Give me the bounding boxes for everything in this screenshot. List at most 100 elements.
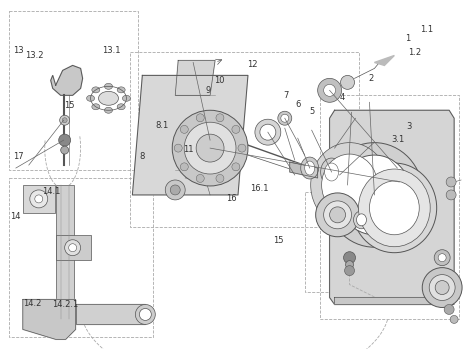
Circle shape <box>232 125 240 133</box>
Circle shape <box>165 180 185 200</box>
Circle shape <box>196 114 204 122</box>
Text: 6: 6 <box>296 100 301 109</box>
Text: 12: 12 <box>247 60 257 69</box>
Circle shape <box>438 254 446 262</box>
Ellipse shape <box>311 143 388 227</box>
Circle shape <box>35 195 43 203</box>
Text: 7: 7 <box>283 91 288 100</box>
Bar <box>23 185 55 213</box>
Text: 16: 16 <box>226 194 237 203</box>
Circle shape <box>174 144 182 152</box>
Ellipse shape <box>92 104 100 110</box>
Ellipse shape <box>117 87 125 93</box>
Text: 8.1: 8.1 <box>155 121 169 130</box>
Circle shape <box>61 146 69 154</box>
Ellipse shape <box>86 95 94 101</box>
Circle shape <box>172 110 248 186</box>
Text: 13.1: 13.1 <box>102 46 120 55</box>
Text: 4: 4 <box>340 93 345 102</box>
Text: 5: 5 <box>310 107 315 116</box>
Text: 9: 9 <box>206 86 211 95</box>
Circle shape <box>324 201 352 229</box>
Ellipse shape <box>105 107 113 113</box>
Bar <box>305 192 399 292</box>
Ellipse shape <box>92 87 100 93</box>
Ellipse shape <box>322 154 378 216</box>
Circle shape <box>446 177 456 187</box>
Circle shape <box>60 115 70 125</box>
Ellipse shape <box>305 161 315 175</box>
Ellipse shape <box>122 95 130 101</box>
Circle shape <box>330 207 345 223</box>
Circle shape <box>30 190 48 208</box>
Text: 1.2: 1.2 <box>408 48 421 57</box>
Text: 1.1: 1.1 <box>420 25 433 34</box>
Text: 10: 10 <box>214 76 225 85</box>
Polygon shape <box>23 300 76 339</box>
Polygon shape <box>290 162 318 178</box>
Ellipse shape <box>357 214 366 226</box>
Text: 14.2.1: 14.2.1 <box>52 300 78 309</box>
Ellipse shape <box>105 83 113 89</box>
Polygon shape <box>330 110 454 304</box>
Ellipse shape <box>281 114 289 122</box>
Circle shape <box>434 250 450 266</box>
Ellipse shape <box>135 304 155 324</box>
Text: 14.1: 14.1 <box>42 187 60 196</box>
Circle shape <box>216 174 224 182</box>
Circle shape <box>65 240 80 256</box>
Polygon shape <box>175 61 215 95</box>
Circle shape <box>238 144 246 152</box>
Text: 16.1: 16.1 <box>250 184 269 193</box>
Bar <box>130 52 359 227</box>
Bar <box>56 185 73 320</box>
Circle shape <box>232 163 240 171</box>
Circle shape <box>450 315 458 323</box>
Text: 13.2: 13.2 <box>25 51 44 60</box>
Circle shape <box>216 114 224 122</box>
Bar <box>56 235 91 260</box>
Ellipse shape <box>99 91 119 105</box>
Text: 15: 15 <box>64 102 75 111</box>
Circle shape <box>69 244 77 252</box>
Ellipse shape <box>370 181 419 235</box>
Circle shape <box>196 174 204 182</box>
Circle shape <box>444 304 454 314</box>
Text: 15: 15 <box>272 236 283 245</box>
Text: 1: 1 <box>405 34 410 43</box>
Ellipse shape <box>301 157 319 179</box>
Ellipse shape <box>359 169 430 247</box>
Circle shape <box>345 266 354 275</box>
Circle shape <box>62 118 67 123</box>
Circle shape <box>59 134 71 146</box>
Polygon shape <box>51 65 83 95</box>
Polygon shape <box>133 75 248 195</box>
Ellipse shape <box>117 104 125 110</box>
Ellipse shape <box>325 163 339 181</box>
Circle shape <box>429 275 455 301</box>
Ellipse shape <box>326 143 423 247</box>
Ellipse shape <box>353 211 370 229</box>
Text: 8: 8 <box>140 152 145 161</box>
Circle shape <box>340 75 354 89</box>
Ellipse shape <box>365 175 424 240</box>
Text: 3: 3 <box>406 122 411 131</box>
Ellipse shape <box>140 308 151 320</box>
Circle shape <box>345 261 353 269</box>
Text: 11: 11 <box>183 145 194 154</box>
Circle shape <box>318 78 342 102</box>
Circle shape <box>422 268 462 307</box>
Ellipse shape <box>278 111 292 125</box>
Text: 17: 17 <box>13 152 24 161</box>
Polygon shape <box>76 304 146 324</box>
Circle shape <box>446 190 456 200</box>
Bar <box>319 95 459 320</box>
Text: 3.1: 3.1 <box>392 135 405 144</box>
Bar <box>9 178 153 337</box>
Ellipse shape <box>352 163 437 253</box>
Circle shape <box>196 134 224 162</box>
Polygon shape <box>335 298 454 304</box>
Polygon shape <box>374 56 394 65</box>
Ellipse shape <box>321 158 343 186</box>
Circle shape <box>435 281 449 294</box>
